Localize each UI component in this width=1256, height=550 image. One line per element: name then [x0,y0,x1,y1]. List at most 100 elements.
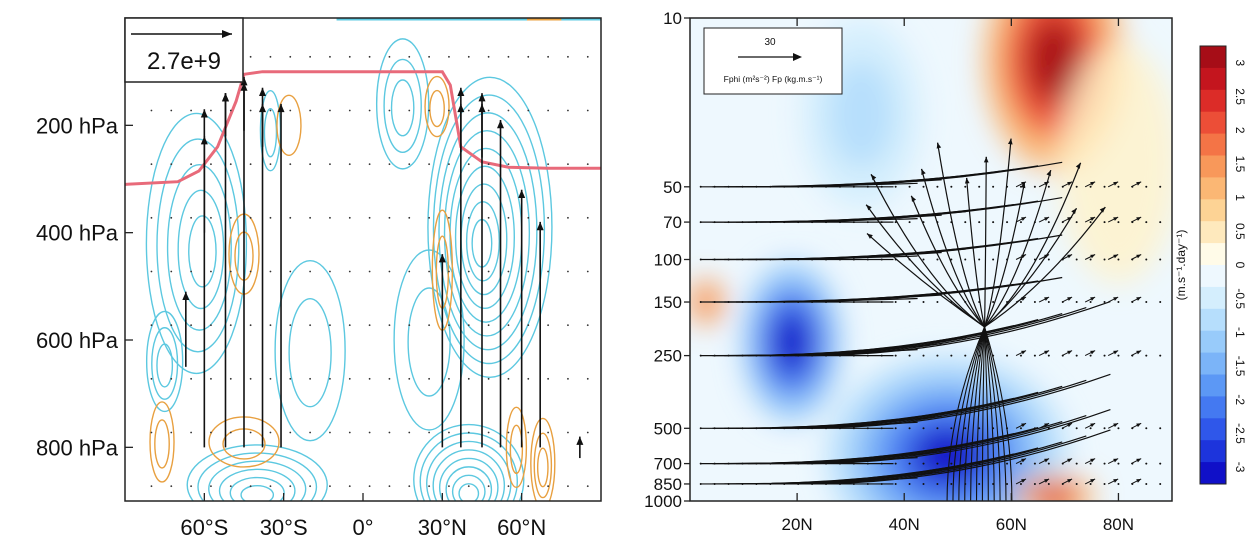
left-vector-dot [586,163,589,166]
ep-flux-vector-head [518,189,526,199]
flux-vector-point [1089,185,1092,188]
ep-flux-vector-head [259,87,267,97]
flux-fan-arrow [1007,138,1013,145]
ep-flux-vector [182,291,190,367]
left-vector-dot [249,163,252,166]
ep-flux-vector [438,254,446,448]
left-vector-dot [170,270,173,273]
left-vector-dot [309,324,312,327]
colorbar-segment [1200,308,1226,332]
colorbar-tick-label: -2 [1233,394,1247,405]
ep-flux-vector-head [478,103,486,113]
left-vector-dot [368,109,371,112]
left-vector-dot [448,431,450,434]
left-vector-dot [507,431,510,434]
flux-upward-line [970,326,986,501]
left-vector-dot [547,163,550,166]
flux-vector-point [1145,482,1148,485]
flux-streamline [806,409,1111,465]
flux-outward-arrow-head [1021,217,1027,221]
flux-vector-point [936,301,939,304]
flux-outward-arrow [1061,458,1073,465]
left-vector-dot [467,270,470,273]
left-x-tick-label: 0° [352,515,373,540]
flux-upward-line [946,326,986,501]
flux-vector-point [1047,462,1050,465]
flux-outward-arrow-head [1090,297,1096,301]
left-vector-dot [289,163,292,166]
left-vector-dot [309,485,312,488]
left-vector-dot [368,163,371,166]
flux-outward-arrow-head [1136,297,1142,301]
left-vector-dot [586,55,589,58]
positive-contour-sh-low [154,419,170,469]
flux-vector-point [1159,221,1162,224]
flux-outward-arrow-head [1090,423,1096,428]
left-vector-dot [229,431,232,434]
colorbar-segment [1200,111,1226,135]
colorbar-tick-label: -2.5 [1233,423,1247,444]
colorbar-label: (m.s⁻¹.day⁻¹) [1174,230,1188,301]
flux-outward-arrow-head [1021,478,1027,483]
flux-streamline [806,301,1111,357]
left-vector-dot [329,324,331,327]
left-vector-dot [309,55,312,58]
left-vector-dot [586,485,589,488]
left-vector-dot [408,55,411,58]
flux-vector-point [922,427,925,430]
flux-fan-arrow-head [871,174,877,181]
left-vector-dot [527,431,530,434]
left-vector-dot [507,55,510,58]
left-vector-dot [408,324,411,327]
flux-vector-point [1103,258,1106,261]
left-vector-dot [289,324,292,327]
flux-outward-arrow-head [1090,181,1096,186]
left-vector-dot [170,216,173,219]
left-vector-dot [547,485,550,488]
colorbar-tick-label: -3 [1233,462,1247,473]
left-vector-dot [368,55,371,58]
left-vector-dot [467,324,470,327]
flux-outward-arrow [1107,181,1119,188]
flux-upward-line [964,326,986,501]
flux-vector-point [1019,354,1022,357]
flux-outward-arrow-head [1090,458,1096,463]
flux-outward-arrow [1130,181,1142,188]
flux-vector-point [1145,462,1148,465]
flux-vector-point [1033,462,1036,465]
flux-fan-line [984,170,1052,328]
flux-outward-arrow [1038,296,1050,303]
left-vector-dot [428,431,431,434]
flux-vector-point [1047,301,1050,304]
left-vector-dot [487,485,490,488]
flux-vector-point [1145,221,1148,224]
left-vector-dot [527,324,530,327]
left-vector-dot [269,55,272,58]
colorbar-tick-label: 0.5 [1233,223,1247,240]
flux-vector-point [1117,258,1120,261]
left-vector-dot [229,324,232,327]
positive-contour-nh-surface [530,417,556,501]
left-vector-dot [150,324,153,327]
flux-outward-arrow-head [1113,458,1119,463]
flux-vector-point [936,258,939,261]
flux-upward-line [984,326,995,501]
left-vector-dot [289,55,292,58]
flux-outward-arrow [1130,458,1142,465]
flux-fan-arrow [910,195,917,202]
flux-outward-arrow [1130,254,1142,260]
left-vector-dot [348,163,351,166]
ep-flux-vector-head [478,93,486,102]
flux-outward-arrow [1015,254,1027,260]
left-vector-dot [408,109,411,112]
ep-flux-vector [497,119,505,448]
flux-vector-point [950,462,953,465]
left-vector-dot [368,324,371,327]
left-vector-dot [229,163,232,166]
left-vector-dot [448,270,450,273]
left-vector-dot [428,163,431,166]
flux-outward-arrow [1015,478,1027,485]
ep-flux-vector [277,103,285,448]
left-vector-dot [329,109,331,112]
